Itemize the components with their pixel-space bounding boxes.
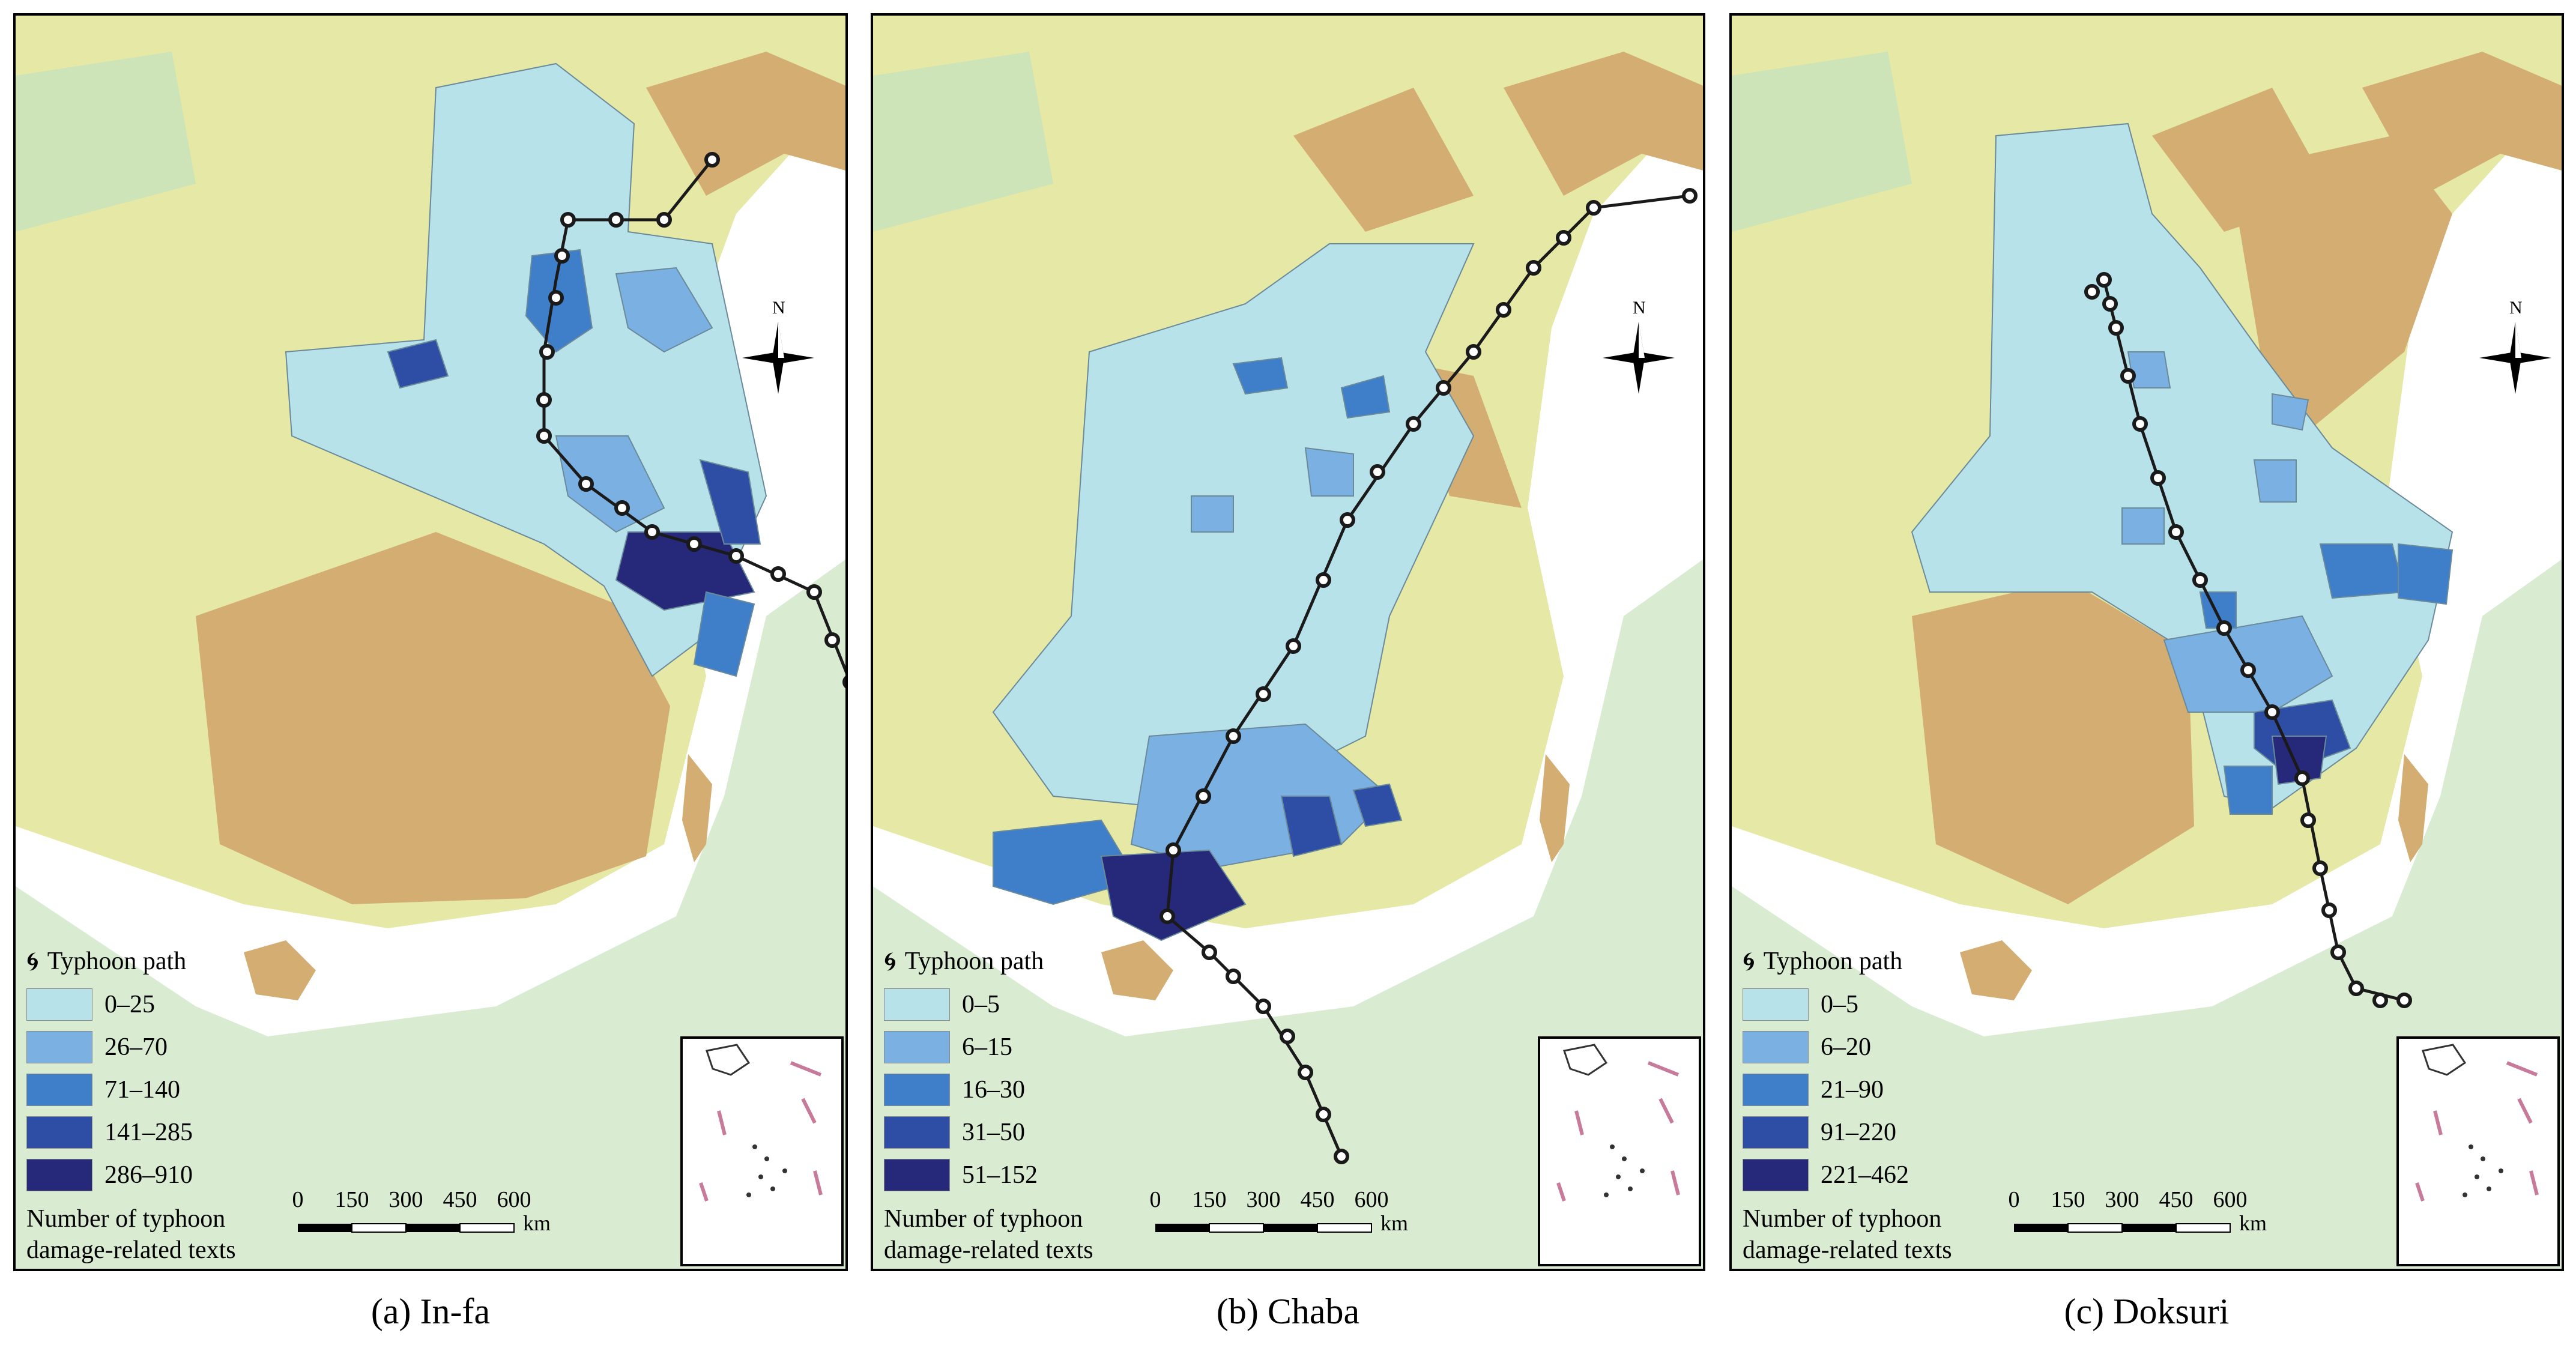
legend-swatch (26, 1116, 92, 1149)
scale-ticks: 0 150 300 450 600 (1149, 1187, 1389, 1212)
legend-swatch (1743, 1073, 1809, 1106)
scale-bar-graphic (1155, 1223, 1372, 1233)
legend-swatch (26, 1073, 92, 1106)
legend-swatch (884, 1073, 950, 1106)
scale-bar-graphic (298, 1223, 515, 1233)
scale-bar-in-fa: 0 150 300 450 600 km (292, 1187, 586, 1238)
compass-rose-icon (742, 322, 814, 394)
compass-rose-icon (2479, 322, 2551, 394)
legend-class-5: 221–462 (1743, 1153, 2055, 1196)
legend-class-1: 0–5 (1743, 983, 2055, 1026)
scale-bar-chaba: 0 150 300 450 600 km (1150, 1187, 1444, 1238)
legend-swatch (1743, 1158, 1809, 1191)
legend-swatch (884, 988, 950, 1021)
legend-class-1: 0–25 (26, 983, 339, 1026)
legend-swatch (884, 1158, 950, 1191)
legend-class-4: 31–50 (884, 1111, 1196, 1153)
legend-class-3: 16–30 (884, 1068, 1196, 1111)
map-panel-chaba: N 🌀︎ Typhoon path 0–5 6–15 16–30 31–50 5… (871, 13, 1705, 1271)
scale-ticks: 0 150 300 450 600 (2008, 1187, 2248, 1212)
scale-bar-doksuri: 0 150 300 450 600 km (2009, 1187, 2302, 1238)
inset-map-south-china-sea (680, 1036, 844, 1266)
north-arrow-icon: N (1594, 298, 1684, 412)
legend-swatch (26, 988, 92, 1021)
typhoon-symbol-icon: 🌀︎ (884, 946, 896, 976)
inset-map-graphic (699, 1044, 823, 1201)
typhoon-symbols-in-fa (536, 152, 845, 689)
legend-class-3: 71–140 (26, 1068, 339, 1111)
legend-class-4: 141–285 (26, 1111, 339, 1153)
caption-chaba: (b) Chaba (1216, 1292, 1360, 1331)
legend-typhoon-path: 🌀︎ Typhoon path (26, 946, 187, 976)
legend-swatch (884, 1030, 950, 1063)
legend-swatch (1743, 988, 1809, 1021)
scale-bar-graphic (2014, 1223, 2231, 1233)
legend-class-1: 0–5 (884, 983, 1196, 1026)
typhoon-symbol-icon: 🌀︎ (26, 946, 39, 976)
inset-map-graphic (2415, 1044, 2539, 1201)
map-panel-in-fa: N 🌀︎ Typhoon path 0–25 26–70 71–140 141–… (13, 13, 848, 1271)
legend-chaba: 🌀︎ Typhoon path 0–5 6–15 16–30 31–50 51–… (884, 943, 1196, 1266)
legend-class-4: 91–220 (1743, 1111, 2055, 1153)
legend-class-2: 6–20 (1743, 1026, 2055, 1068)
north-arrow-icon: N (733, 298, 823, 412)
legend-typhoon-path: 🌀︎ Typhoon path (884, 946, 1044, 976)
legend-title: Number of typhoon damage-related texts (884, 1205, 1093, 1264)
caption-doksuri: (c) Doksuri (2064, 1292, 2230, 1331)
legend-title: Number of typhoon damage-related texts (26, 1205, 236, 1264)
map-in-fa (16, 16, 845, 1269)
legend-swatch (1743, 1116, 1809, 1149)
legend-class-2: 26–70 (26, 1026, 339, 1068)
compass-rose-icon (1603, 322, 1675, 394)
legend-class-2: 6–15 (884, 1026, 1196, 1068)
legend-doksuri: 🌀︎ Typhoon path 0–5 6–20 21–90 91–220 22… (1743, 943, 2055, 1266)
scale-ticks: 0 150 300 450 600 (292, 1187, 531, 1212)
typhoon-symbols-chaba (1160, 188, 1698, 1164)
legend-class-5: 286–910 (26, 1153, 339, 1196)
caption-in-fa: (a) In-fa (370, 1292, 491, 1331)
legend-in-fa: 🌀︎ Typhoon path 0–25 26–70 71–140 141–28… (26, 943, 339, 1266)
inset-map-south-china-sea (1538, 1036, 1701, 1266)
inset-map-south-china-sea (2396, 1036, 2560, 1266)
legend-class-3: 21–90 (1743, 1068, 2055, 1111)
legend-swatch (1743, 1030, 1809, 1063)
legend-class-5: 51–152 (884, 1153, 1196, 1196)
legend-swatch (26, 1030, 92, 1063)
legend-title: Number of typhoon damage-related texts (1743, 1205, 1952, 1264)
legend-typhoon-path: 🌀︎ Typhoon path (1743, 946, 1903, 976)
choropleth-chaba (992, 243, 1475, 942)
typhoon-symbols-doksuri (2084, 272, 2412, 1008)
legend-swatch (884, 1116, 950, 1149)
choropleth-doksuri (1911, 122, 2454, 815)
legend-swatch (26, 1158, 92, 1191)
inset-map-graphic (1556, 1044, 1680, 1201)
typhoon-symbol-icon: 🌀︎ (1743, 946, 1755, 976)
north-arrow-icon: N (2470, 298, 2560, 412)
map-panel-doksuri: N 🌀︎ Typhoon path 0–5 6–20 21–90 91–220 … (1729, 13, 2564, 1271)
choropleth-in-fa (285, 62, 767, 677)
